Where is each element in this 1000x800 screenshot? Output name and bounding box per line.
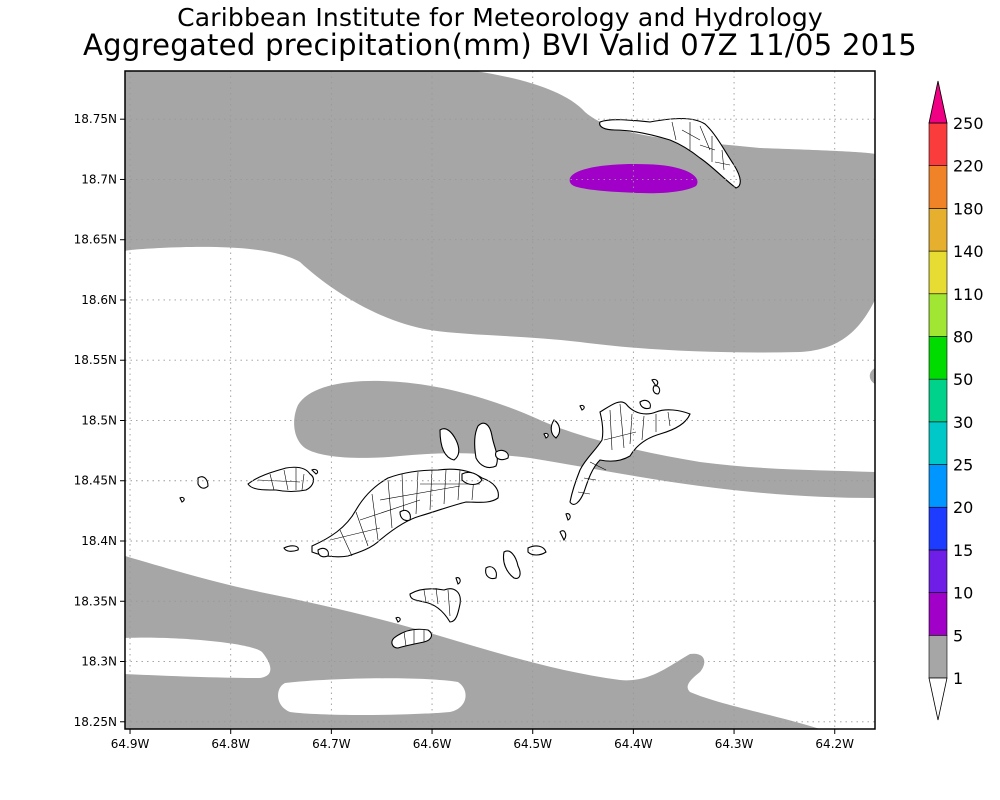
- lat-tick-label: 18.4N: [81, 534, 117, 548]
- lon-tick-label: 64.2W: [815, 737, 854, 751]
- island-cay-s1: [565, 513, 571, 521]
- colorbar-segment: [928, 165, 948, 209]
- island-cay-s2: [543, 432, 549, 439]
- lat-tick-label: 18.6N: [81, 293, 117, 307]
- land-outlines: [179, 117, 741, 649]
- island-fallen-jerusalem: [559, 530, 567, 542]
- precip-hole-southwest: [125, 637, 271, 678]
- precip-hole-south: [278, 678, 466, 715]
- island-little-jost: [197, 476, 209, 489]
- island-anegada: [599, 117, 741, 189]
- colorbar-segment: [928, 122, 948, 166]
- lat-tick-label: 18.55N: [74, 353, 117, 367]
- lon-tick-label: 64.5W: [513, 737, 552, 751]
- precip-area-central: [294, 380, 875, 498]
- lon-tick-label: 64.6W: [413, 737, 452, 751]
- map-gridlines: [125, 71, 875, 729]
- island-guana: [439, 428, 460, 461]
- colorbar-segment: [928, 506, 948, 551]
- island-jost-van-dyke: [247, 466, 315, 493]
- lon-tick-label: 64.7W: [312, 737, 351, 751]
- island-prickly-pear: [639, 399, 651, 410]
- map-frame: [124, 70, 876, 730]
- island-frenchmans-cay: [283, 545, 299, 552]
- chart-subtitle: Aggregated precipitation(mm) BVI Valid 0…: [82, 28, 918, 62]
- island-marina-cay: [495, 449, 509, 461]
- colorbar-segment: [928, 336, 948, 380]
- lat-tick-label: 18.7N: [81, 172, 117, 186]
- colorbar-label: 5: [953, 626, 963, 645]
- colorbar-segment: [928, 464, 948, 508]
- colorbar-label: 50: [953, 370, 973, 389]
- island-west-cay-2: [311, 468, 319, 475]
- colorbar-segment: [928, 378, 948, 423]
- lon-tick-label: 64.3W: [715, 737, 754, 751]
- colorbar-segment: [928, 421, 948, 465]
- colorbar-label: 20: [953, 498, 973, 517]
- lat-tick-label: 18.45N: [74, 474, 117, 488]
- island-eustatia: [652, 385, 661, 395]
- island-cooper: [502, 550, 521, 579]
- colorbar-label: 10: [953, 584, 973, 603]
- colorbar-label: 1: [953, 669, 963, 688]
- colorbar-top-arrow: [928, 80, 948, 124]
- lon-tick-label: 64.8W: [211, 737, 250, 751]
- island-beef-island: [399, 509, 411, 522]
- lon-tick-label: 64.4W: [614, 737, 653, 751]
- colorbar-label: 220: [953, 157, 984, 176]
- precip-area-5-10mm: [569, 164, 698, 194]
- lat-tick-label: 18.75N: [74, 112, 117, 126]
- island-great-camanoe: [474, 422, 498, 469]
- island-virgin-gorda: [569, 401, 691, 505]
- lat-tick-label: 18.65N: [74, 233, 117, 247]
- colorbar-segment: [928, 208, 948, 252]
- island-peter: [409, 588, 461, 623]
- lat-tick-label: 18.5N: [81, 413, 117, 427]
- lat-tick-label: 18.3N: [81, 655, 117, 669]
- colorbar-label: 80: [953, 327, 973, 346]
- island-cay-ne: [579, 404, 585, 411]
- colorbar-label: 110: [953, 285, 984, 304]
- island-cay-s3: [550, 419, 561, 439]
- precip-area-east-edge: [869, 368, 875, 384]
- colorbar-segment: [928, 592, 948, 636]
- island-great-thatch: [317, 547, 329, 558]
- colorbar-label: 15: [953, 541, 973, 560]
- colorbar-bottom-arrow: [928, 677, 948, 721]
- island-salt: [485, 566, 497, 580]
- lat-tick-label: 18.35N: [74, 594, 117, 608]
- chart-title: Caribbean Institute for Meteorology and …: [177, 3, 823, 32]
- lon-tick-label: 64.9W: [111, 737, 150, 751]
- colorbar-label: 30: [953, 413, 973, 432]
- island-dead-chest: [455, 577, 461, 585]
- colorbar-label: 25: [953, 456, 973, 475]
- colorbar-label: 250: [953, 114, 984, 133]
- colorbar-segment: [928, 549, 948, 593]
- colorbar-segment: [928, 293, 948, 337]
- colorbar-segment: [928, 635, 948, 679]
- island-pelican: [395, 616, 401, 623]
- precip-area-south: [125, 556, 820, 729]
- precipitation-field: [125, 71, 875, 729]
- island-scrub: [461, 471, 483, 486]
- colorbar-segment: [928, 250, 948, 295]
- island-ginger: [527, 545, 547, 556]
- island-necker: [651, 378, 659, 387]
- axis-ticks: 18.75N 18.7N 18.65N 18.6N 18.55N 18.5N 18.45N 1…: [74, 112, 854, 751]
- colorbar-label: 140: [953, 242, 984, 261]
- colorbar-label: 180: [953, 199, 984, 218]
- island-west-cay-1: [179, 496, 185, 503]
- lat-tick-label: 18.25N: [74, 715, 117, 729]
- precip-area-north: [125, 71, 875, 353]
